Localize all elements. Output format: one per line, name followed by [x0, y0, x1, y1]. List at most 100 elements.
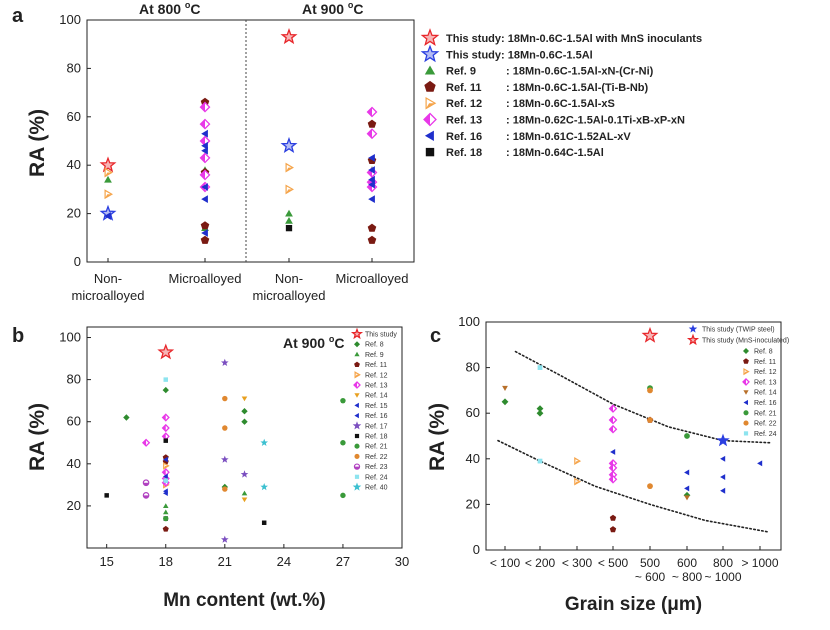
c-point: [609, 526, 617, 533]
b-legend-name: Ref. 13: [365, 383, 388, 390]
c-xlabel: Grain size (μm): [565, 594, 702, 615]
a-legend-marker: [423, 112, 437, 127]
a-legend-name: Ref. 11: [446, 82, 481, 94]
a-point: [285, 184, 294, 195]
b-point: [340, 397, 346, 404]
c-legend-name: Ref. 12: [754, 369, 777, 376]
b-point: [163, 478, 168, 483]
b-point: [163, 503, 169, 508]
c-point: [608, 424, 618, 434]
a-ytick-label: 20: [67, 206, 81, 221]
b-legend-name: Ref. 16: [365, 413, 388, 420]
a-point: [368, 166, 375, 174]
c-xtick-label: 800: [713, 556, 733, 570]
a-point: [280, 27, 298, 45]
b-point: [141, 438, 151, 447]
a-ytick-label: 100: [59, 12, 81, 27]
c-legend-marker: [743, 367, 750, 376]
a-legend-name: This study: 18Mn-0.6C-1.5Al: [446, 49, 593, 61]
c-legend-marker: [743, 399, 748, 406]
a-point: [285, 217, 293, 224]
c-point: [608, 415, 618, 425]
a-ytick-label: 40: [67, 157, 81, 172]
b-xtick-label: 18: [159, 554, 173, 569]
b-point: [157, 343, 175, 360]
c-trend-lower: [497, 439, 769, 533]
c-xtick-label: < 300: [562, 556, 593, 570]
a-point: [200, 235, 210, 244]
a-legend-marker: [425, 147, 435, 157]
panel-a-frame: [86, 19, 415, 263]
c-xtick-label: ~ 600: [635, 570, 666, 584]
b-legend-marker: [350, 327, 364, 340]
a-ylabel: RA (%): [26, 109, 49, 177]
a-ytick-label: 0: [74, 254, 81, 269]
b-xtick-label: 15: [99, 554, 113, 569]
c-ytick-label: 40: [466, 451, 480, 466]
b-xtick-label: 30: [395, 554, 409, 569]
c-legend-name: Ref. 22: [754, 421, 777, 428]
c-point: [720, 455, 726, 462]
a-legend-name: Ref. 16: [446, 131, 482, 143]
c-xtick-label: 500: [640, 556, 660, 570]
b-legend-marker: [354, 371, 361, 379]
a-ytick-label: 80: [67, 60, 81, 75]
c-legend-marker: [688, 324, 698, 333]
cat-micro-900: Microalloyed: [336, 271, 409, 286]
b-legend-marker: [354, 393, 360, 398]
b-point: [162, 525, 169, 532]
b-legend-marker: [354, 351, 360, 357]
a-point: [285, 224, 293, 232]
a-point: [367, 119, 377, 128]
a-point: [199, 169, 211, 181]
a-point: [104, 189, 113, 200]
b-point: [123, 414, 130, 421]
c-xtick-label: > 1000: [741, 556, 778, 570]
cat-non-900-1: Non-: [275, 271, 303, 286]
c-xtick-label: < 500: [598, 556, 629, 570]
c-point: [610, 449, 616, 455]
b-ytick-label: 100: [59, 330, 81, 345]
b-legend-name: Ref. 23: [365, 464, 388, 471]
a-point: [199, 118, 211, 130]
b-point: [161, 423, 170, 433]
b-legend-name: Ref. 9: [365, 352, 384, 359]
a-point: [199, 101, 211, 113]
c-point: [574, 457, 582, 466]
a-point: [366, 106, 378, 118]
a-point: [104, 175, 112, 183]
b-ytick-label: 40: [67, 456, 81, 471]
panel-b-plot: 20 40 60 80 100 15 18 21 24 27 30 Mn content (wt.%)…: [26, 326, 409, 611]
c-legend-name: Ref. 8: [754, 349, 773, 356]
b-ytick-label: 20: [67, 498, 81, 513]
b-xtick-label: 21: [218, 554, 232, 569]
b-legend-marker: [354, 443, 360, 449]
c-point: [641, 326, 659, 343]
c-legend-marker: [686, 333, 700, 346]
b-point: [340, 492, 346, 499]
c-xtick-label: 600: [677, 556, 697, 570]
c-point: [608, 474, 618, 484]
b-ytick-label: 80: [67, 372, 81, 387]
b-ytick-label: 60: [67, 414, 81, 429]
b-point: [163, 490, 168, 496]
a-legend-name: This study: 18Mn-0.6C-1.5Al with MnS ino…: [446, 33, 702, 45]
cat-non-900-2: microalloyed: [253, 288, 326, 303]
b-point: [241, 490, 248, 496]
a-legend-name: Ref. 9: [446, 66, 476, 78]
c-ytick-label: 20: [466, 496, 480, 511]
panel-a-label: a: [12, 5, 24, 27]
b-point: [163, 438, 168, 443]
a-point: [368, 154, 375, 162]
c-legend-name: This study (TWIP steel): [702, 327, 775, 334]
b-point: [241, 396, 248, 402]
a-point: [201, 195, 208, 203]
c-legend-marker: [743, 410, 749, 416]
c-point: [720, 474, 726, 480]
c-point: [609, 514, 617, 521]
b-point: [241, 418, 248, 425]
c-ytick-label: 0: [473, 542, 480, 557]
b-legend-name: Ref. 40: [365, 485, 388, 492]
c-xtick-label: ~ 1000: [704, 570, 741, 584]
b-xlabel: Mn content (wt.%): [163, 590, 326, 611]
